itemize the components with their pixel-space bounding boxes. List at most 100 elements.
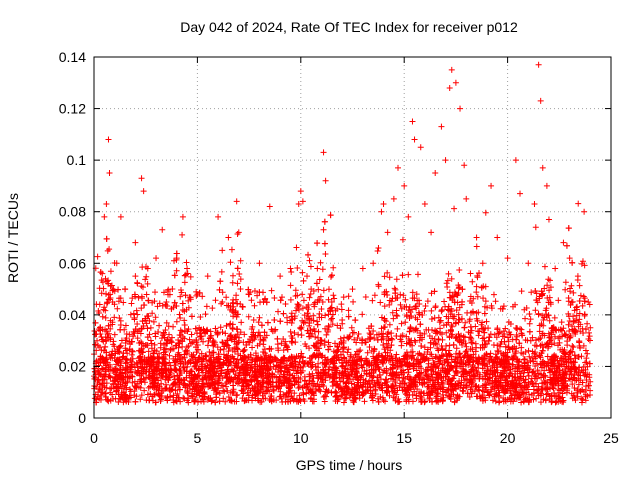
data-point bbox=[254, 395, 261, 402]
data-point bbox=[440, 377, 447, 384]
data-point bbox=[217, 278, 224, 285]
data-point bbox=[533, 360, 540, 367]
data-point bbox=[291, 329, 298, 336]
data-point bbox=[104, 247, 111, 254]
data-point bbox=[444, 277, 451, 284]
data-point bbox=[204, 342, 211, 349]
data-point bbox=[163, 385, 170, 392]
data-point bbox=[585, 329, 592, 336]
data-point bbox=[579, 302, 586, 309]
data-point bbox=[348, 380, 355, 387]
data-point bbox=[369, 297, 376, 304]
data-point bbox=[287, 296, 294, 303]
data-point bbox=[428, 307, 435, 314]
data-point bbox=[421, 330, 428, 337]
data-point bbox=[568, 282, 575, 289]
data-point bbox=[431, 314, 438, 321]
data-point bbox=[400, 355, 407, 362]
data-point bbox=[334, 322, 341, 329]
data-point bbox=[525, 386, 532, 393]
data-point bbox=[490, 291, 497, 298]
data-point bbox=[138, 392, 145, 399]
data-point bbox=[539, 332, 546, 339]
data-point bbox=[309, 370, 316, 377]
data-point bbox=[463, 382, 470, 389]
data-point bbox=[551, 375, 558, 382]
data-point bbox=[185, 297, 192, 304]
data-point bbox=[320, 287, 327, 294]
data-point bbox=[509, 303, 516, 310]
data-point bbox=[178, 328, 185, 335]
data-point bbox=[198, 350, 205, 357]
data-point bbox=[514, 326, 521, 333]
data-point bbox=[569, 342, 576, 349]
data-point bbox=[166, 359, 173, 366]
data-point bbox=[311, 303, 318, 310]
data-point bbox=[456, 266, 463, 273]
data-point bbox=[487, 350, 494, 357]
data-point bbox=[451, 205, 458, 212]
data-point bbox=[117, 343, 124, 350]
data-point bbox=[581, 311, 588, 318]
data-point bbox=[167, 338, 174, 345]
data-point bbox=[265, 384, 272, 391]
data-point bbox=[181, 395, 188, 402]
data-point bbox=[573, 312, 580, 319]
data-point bbox=[455, 331, 462, 338]
data-point bbox=[292, 287, 299, 294]
data-point bbox=[147, 324, 154, 331]
data-point bbox=[284, 314, 291, 321]
data-point bbox=[251, 302, 258, 309]
data-point bbox=[126, 331, 133, 338]
data-point bbox=[158, 335, 165, 342]
data-point bbox=[183, 259, 190, 266]
data-point bbox=[382, 398, 389, 405]
data-point bbox=[294, 292, 301, 299]
data-point bbox=[579, 396, 586, 403]
data-point bbox=[384, 292, 391, 299]
data-point bbox=[526, 328, 533, 335]
data-point bbox=[455, 311, 462, 318]
data-point bbox=[205, 395, 212, 402]
data-point bbox=[435, 336, 442, 343]
data-point bbox=[526, 353, 533, 360]
data-point bbox=[492, 351, 499, 358]
data-point bbox=[157, 396, 164, 403]
data-point bbox=[129, 379, 136, 386]
data-point bbox=[475, 332, 482, 339]
data-point bbox=[229, 279, 236, 286]
data-point bbox=[102, 314, 109, 321]
data-point bbox=[274, 335, 281, 342]
data-point bbox=[547, 284, 554, 291]
data-point bbox=[537, 392, 544, 399]
data-point bbox=[177, 315, 184, 322]
data-point bbox=[218, 268, 225, 275]
data-point bbox=[364, 349, 371, 356]
data-point bbox=[563, 242, 570, 249]
data-point bbox=[361, 398, 368, 405]
data-point bbox=[145, 384, 152, 391]
data-point bbox=[479, 319, 486, 326]
data-point bbox=[546, 277, 553, 284]
data-point bbox=[234, 265, 241, 272]
data-point bbox=[532, 224, 539, 231]
data-point bbox=[212, 297, 219, 304]
data-point bbox=[385, 337, 392, 344]
data-point bbox=[334, 305, 341, 312]
data-point bbox=[551, 314, 558, 321]
data-point bbox=[305, 251, 312, 258]
data-point bbox=[384, 343, 391, 350]
data-point bbox=[362, 294, 369, 301]
data-point bbox=[493, 334, 500, 341]
data-point bbox=[383, 318, 390, 325]
data-point bbox=[397, 291, 404, 298]
data-point bbox=[315, 286, 322, 293]
data-point bbox=[381, 273, 388, 280]
data-point bbox=[295, 331, 302, 338]
data-point bbox=[585, 382, 592, 389]
data-point bbox=[546, 317, 553, 324]
data-point bbox=[453, 363, 460, 370]
data-point bbox=[111, 331, 118, 338]
data-point bbox=[398, 320, 405, 327]
data-point bbox=[555, 398, 562, 405]
